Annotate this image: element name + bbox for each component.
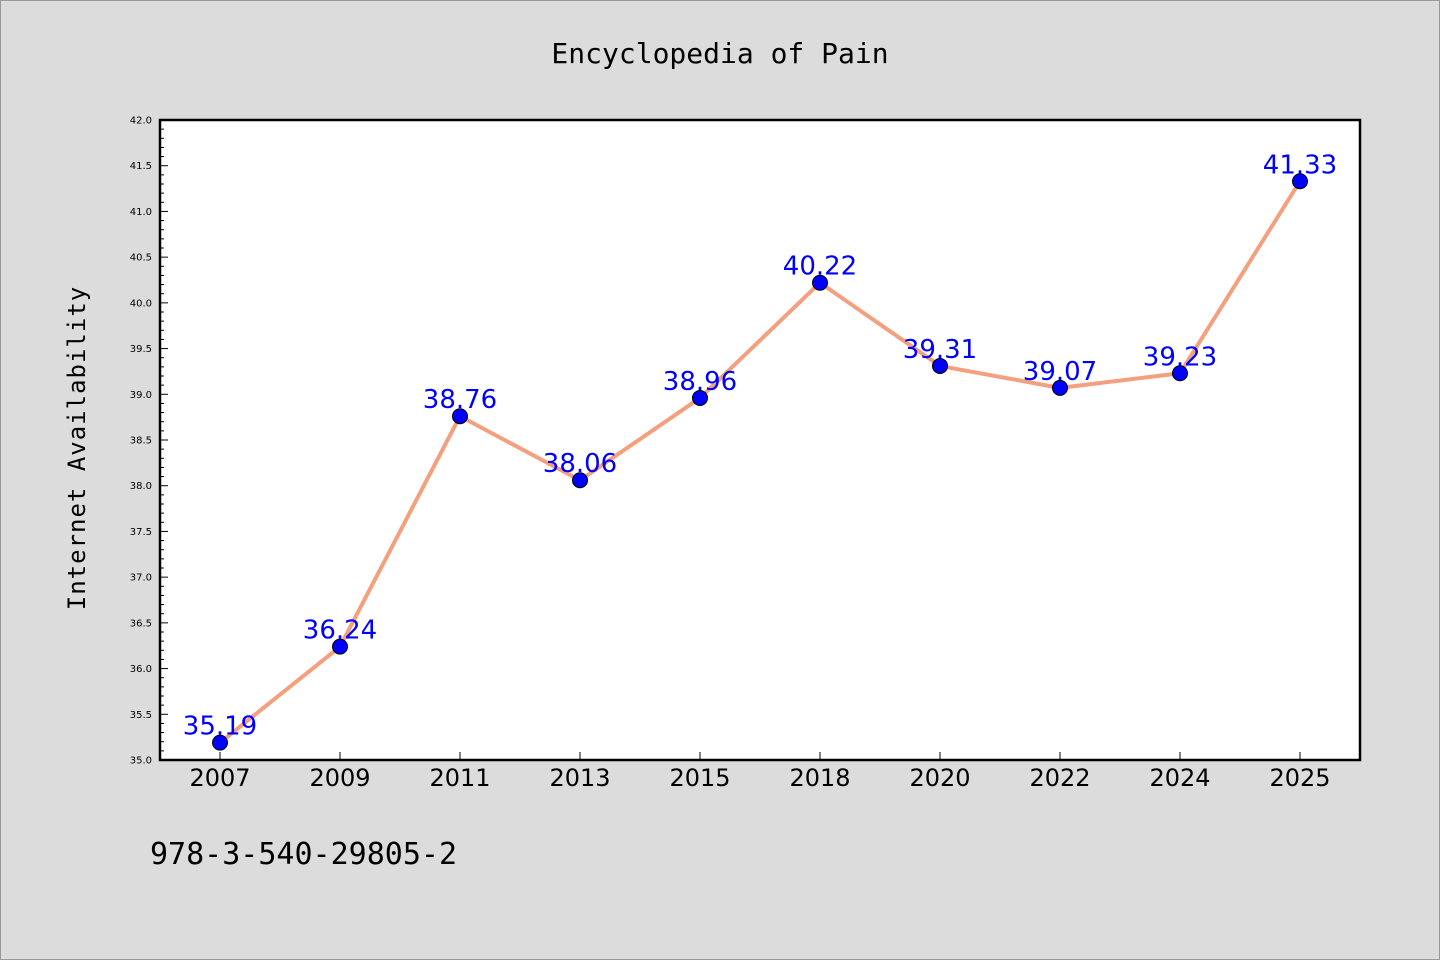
data-label: 38.06 (543, 449, 617, 479)
footer-code: 978-3-540-29805-2 (150, 837, 457, 872)
y-tick-label: 36.0 (130, 664, 152, 675)
data-point (1052, 379, 1068, 396)
data-label: 39.07 (1023, 357, 1097, 387)
data-point (332, 638, 348, 655)
data-point (692, 389, 708, 406)
data-label: 35.19 (183, 712, 257, 742)
y-tick-label: 39.5 (130, 344, 152, 355)
x-tick-label: 2020 (909, 764, 970, 792)
y-tick-label: 40.0 (130, 298, 152, 309)
x-tick-label: 2009 (309, 764, 370, 792)
data-label: 39.23 (1143, 342, 1217, 372)
data-point (1172, 365, 1188, 382)
series-layer: 35.19 36.24 38.76 38.06 38.96 40.22 39.31 39.07… (183, 150, 1337, 751)
x-tick-label: 2007 (189, 764, 250, 792)
y-tick-label: 38.5 (130, 436, 152, 447)
y-tick-label: 36.5 (130, 618, 152, 629)
x-tick-label: 2011 (429, 764, 490, 792)
plot-area (160, 120, 1360, 760)
y-tick-label: 37.0 (130, 573, 152, 584)
data-label: 40.22 (783, 252, 857, 282)
y-tick-label: 38.0 (130, 481, 152, 492)
data-label: 41.33 (1263, 150, 1337, 180)
y-tick-label: 41.5 (130, 161, 152, 172)
x-tick-label: 2018 (789, 764, 850, 792)
data-point (452, 408, 468, 425)
x-tick-label: 2015 (669, 764, 730, 792)
y-tick-label: 35.0 (130, 756, 152, 767)
data-point (212, 734, 228, 751)
y-tick-label: 41.0 (130, 207, 152, 218)
plot-border (158, 118, 1362, 762)
chart-title: Encyclopedia of Pain (551, 37, 888, 70)
x-tick-label: 2024 (1149, 764, 1210, 792)
y-tick-label: 35.5 (130, 710, 152, 721)
x-axis: 2007 2009 2011 2013 2015 2018 2020 2022 2024 2025 (189, 752, 1331, 792)
y-tick-label: 42.0 (130, 116, 152, 127)
data-label: 36.24 (303, 616, 377, 646)
series-line (218, 179, 1302, 745)
x-tick-label: 2013 (549, 764, 610, 792)
data-point (1292, 173, 1308, 190)
data-label: 38.96 (663, 367, 737, 397)
data-label: 38.76 (423, 385, 497, 415)
y-axis-label: Internet Availability (63, 286, 91, 610)
x-tick-label: 2025 (1269, 764, 1330, 792)
y-tick-label: 37.5 (130, 527, 152, 538)
y-tick-label: 39.0 (130, 390, 152, 401)
y-tick-label: 40.5 (130, 253, 152, 264)
x-tick-label: 2022 (1029, 764, 1090, 792)
data-point (932, 357, 948, 374)
data-point (572, 472, 588, 489)
data-label: 39.31 (903, 335, 977, 365)
data-point (812, 274, 828, 291)
